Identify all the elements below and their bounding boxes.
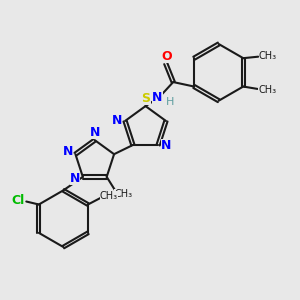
- Text: CH₃: CH₃: [114, 189, 132, 199]
- Text: S: S: [142, 92, 151, 105]
- Text: N: N: [70, 172, 80, 185]
- Text: N: N: [161, 139, 172, 152]
- Text: CH₃: CH₃: [259, 51, 277, 61]
- Text: CH₃: CH₃: [258, 85, 277, 94]
- Text: CH₃: CH₃: [100, 190, 118, 200]
- Text: N: N: [90, 126, 100, 139]
- Text: H: H: [166, 97, 174, 107]
- Text: N: N: [152, 92, 163, 104]
- Text: N: N: [112, 114, 122, 127]
- Text: Cl: Cl: [11, 194, 25, 207]
- Text: O: O: [161, 50, 172, 64]
- Text: N: N: [62, 145, 73, 158]
